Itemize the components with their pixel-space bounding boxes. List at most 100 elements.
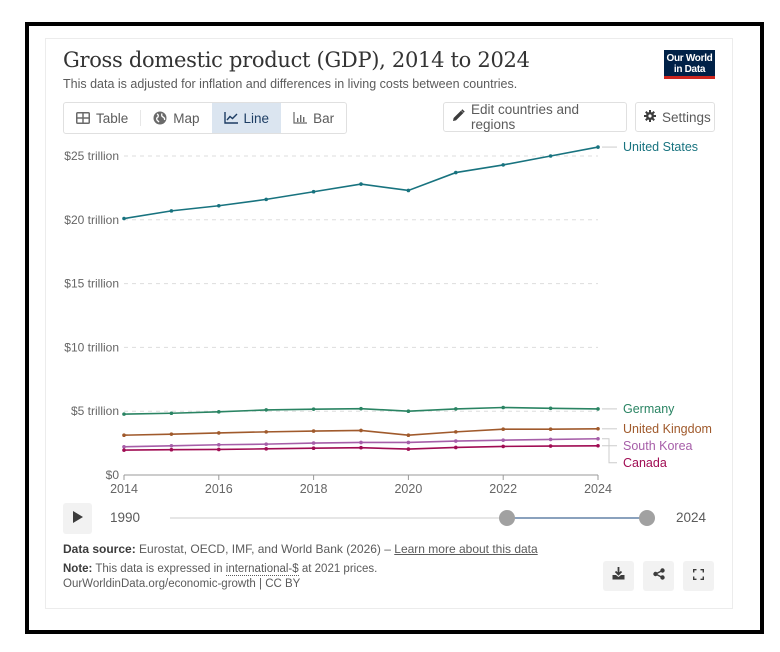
bar-chart-icon: [293, 111, 308, 125]
data-point: [359, 182, 363, 186]
data-point: [169, 411, 174, 416]
x-tick-label: 2020: [394, 482, 422, 496]
y-tick-label: $5 trillion: [71, 404, 119, 418]
international-dollar-link[interactable]: international-$: [225, 563, 299, 576]
data-point: [217, 410, 221, 414]
data-point: [596, 145, 600, 149]
series-label: United Kingdom: [623, 422, 712, 436]
edit-countries-button[interactable]: Edit countries and regions: [443, 102, 627, 132]
data-point: [454, 407, 458, 411]
chart-title: Gross domestic product (GDP), 2014 to 20…: [63, 48, 530, 72]
data-point: [311, 189, 316, 194]
tab-table-label: Table: [96, 110, 129, 126]
logo-line-2: in Data: [673, 64, 706, 75]
data-point: [406, 188, 411, 193]
y-tick-label: $25 trillion: [64, 149, 119, 163]
data-point: [406, 409, 411, 414]
data-point: [548, 444, 553, 448]
note-text: This data is expressed in: [92, 563, 226, 575]
data-source: Data source: Eurostat, OECD, IMF, and Wo…: [63, 542, 538, 556]
tab-line-label: Line: [243, 110, 270, 126]
data-point: [596, 407, 600, 411]
data-point: [501, 405, 506, 410]
data-point: [217, 203, 221, 208]
data-point: [454, 445, 458, 450]
view-tabs: Table Map Line Bar: [63, 102, 348, 134]
note-text-end: at 2021 prices.: [298, 563, 378, 575]
logo-line-1: Our World: [666, 53, 713, 64]
data-point: [596, 436, 600, 441]
data-point: [548, 427, 553, 431]
data-point: [217, 447, 221, 452]
timeline-start-handle[interactable]: [498, 510, 515, 526]
data-point: [359, 440, 363, 445]
data-point: [122, 433, 126, 437]
series-label: United States: [623, 140, 698, 154]
download-button[interactable]: [603, 561, 634, 591]
x-axis: 2014 2016 2018 2020 2022 2024: [110, 474, 612, 496]
series-united-states: [122, 145, 600, 221]
note: Note: This data is expressed in internat…: [63, 563, 378, 576]
series-united-kingdom: [122, 427, 600, 437]
source-url[interactable]: OurWorldinData.org/economic-growth | CC …: [63, 578, 301, 590]
tab-divider: [140, 110, 142, 126]
data-point: [169, 443, 174, 448]
tab-map-label: Map: [173, 110, 200, 126]
data-point: [406, 440, 411, 445]
y-axis-ticks: $0 $5 trillion $10 trillion $15 trillion $20…: [64, 149, 119, 482]
x-tick-label: 2024: [584, 482, 612, 496]
source-label: Data source:: [63, 542, 136, 556]
series-labels: United States Germany United Kingdom South …: [602, 140, 712, 470]
note-label: Note:: [63, 563, 93, 575]
share-button[interactable]: [643, 561, 674, 591]
data-point: [169, 432, 174, 436]
tab-map[interactable]: Map: [141, 103, 211, 133]
data-point: [217, 431, 221, 435]
play-button[interactable]: [63, 503, 92, 534]
timeline-track[interactable]: [170, 517, 647, 519]
learn-more-link[interactable]: Learn more about this data: [394, 542, 538, 556]
data-point: [548, 406, 553, 411]
data-point: [548, 437, 553, 442]
timeline-selected-range: [506, 517, 647, 519]
data-point: [169, 209, 174, 213]
source-text: Eurostat, OECD, IMF, and World Bank (202…: [135, 542, 395, 556]
data-point: [264, 442, 269, 446]
data-point: [264, 197, 269, 202]
fullscreen-button[interactable]: [683, 561, 714, 591]
settings-button[interactable]: Settings: [635, 102, 715, 132]
data-point: [359, 406, 363, 411]
table-icon: [76, 111, 90, 125]
data-point: [122, 412, 126, 416]
pencil-icon: [452, 109, 465, 125]
y-tick-label: $15 trillion: [64, 277, 119, 291]
x-tick-label: 2016: [205, 482, 233, 496]
data-point: [359, 445, 363, 450]
data-point: [406, 433, 411, 437]
data-point: [596, 443, 600, 448]
label-connector: [602, 438, 617, 447]
tab-bar[interactable]: Bar: [281, 103, 346, 133]
timeline-end-label: 2024: [676, 510, 707, 525]
y-tick-label: $10 trillion: [64, 340, 119, 354]
data-point: [406, 447, 411, 451]
timeline-end-handle[interactable]: [639, 510, 655, 526]
tab-bar-label: Bar: [313, 110, 335, 126]
tab-table[interactable]: Table: [64, 103, 140, 133]
series-germany: [122, 405, 600, 416]
x-tick-label: 2014: [110, 482, 138, 496]
data-point: [311, 429, 316, 433]
series-label: Canada: [623, 456, 667, 470]
share-icon: [652, 567, 665, 585]
owid-logo[interactable]: Our World in Data: [664, 50, 715, 79]
data-point: [122, 216, 126, 221]
x-tick-label: 2018: [300, 482, 328, 496]
gridlines: [124, 155, 598, 412]
data-point: [501, 438, 506, 442]
download-icon: [612, 567, 625, 585]
tab-line[interactable]: Line: [211, 103, 282, 133]
gear-icon: [644, 109, 656, 125]
edit-countries-label: Edit countries and regions: [471, 102, 580, 132]
timeline-start-label: 1990: [110, 510, 141, 525]
